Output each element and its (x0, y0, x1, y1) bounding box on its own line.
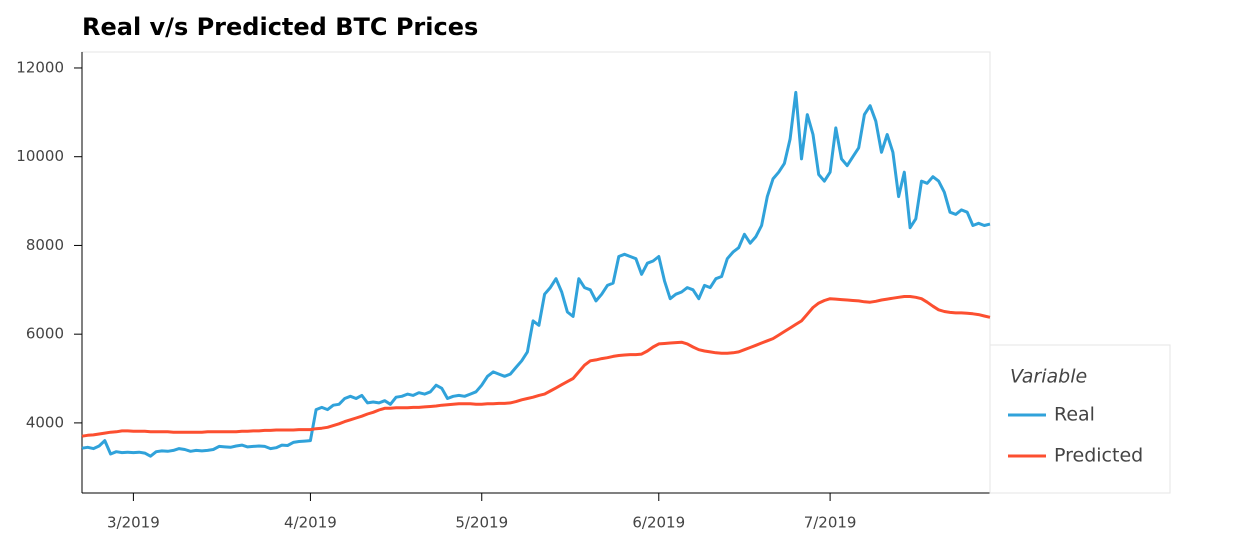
x-tick-label: 3/2019 (107, 514, 160, 532)
x-tick-label: 6/2019 (632, 514, 685, 532)
line-series (81, 295, 991, 438)
legend-label: Predicted (1054, 445, 1143, 467)
y-tick-label: 8000 (26, 236, 64, 254)
line-series (81, 90, 991, 458)
y-tick-label: 4000 (26, 413, 64, 431)
y-tick-label: 10000 (16, 147, 64, 165)
legend-title: Variable (1010, 366, 1087, 388)
plot-frame (81, 51, 991, 494)
legend-box (989, 344, 1171, 494)
chart-title: Real v/s Predicted BTC Prices (82, 13, 478, 41)
x-tick-label: 7/2019 (804, 514, 857, 532)
x-tick-label: 4/2019 (284, 514, 337, 532)
y-tick-label: 12000 (16, 58, 64, 76)
y-tick-label: 6000 (26, 325, 64, 343)
x-tick-label: 5/2019 (455, 514, 508, 532)
legend-label: Real (1054, 404, 1095, 426)
